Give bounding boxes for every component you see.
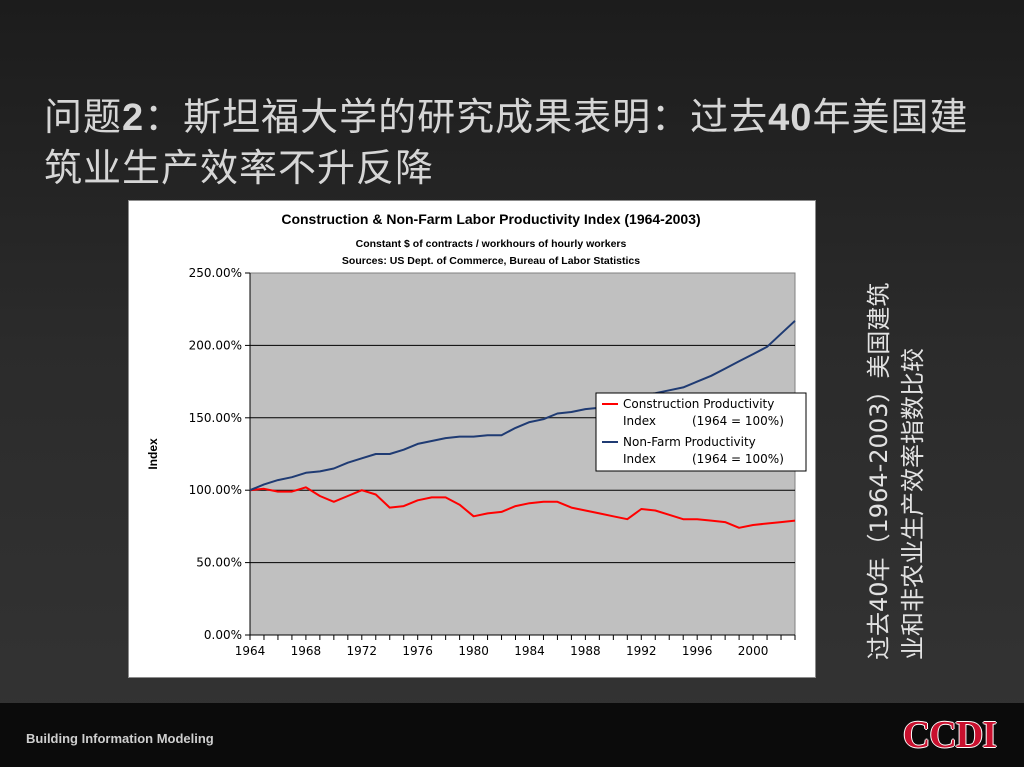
productivity-chart: Construction & Non-Farm Labor Productivi… xyxy=(146,211,807,658)
x-tick-label: 1980 xyxy=(458,644,489,658)
x-tick-label: 1964 xyxy=(235,644,266,658)
x-tick-label: 1984 xyxy=(514,644,545,658)
x-tick-label: 1992 xyxy=(626,644,657,658)
y-tick-label: 150.00% xyxy=(189,411,242,425)
legend-label: Construction Productivity xyxy=(623,397,774,411)
chart-subtitle: Constant $ of contracts / workhours of h… xyxy=(356,238,627,250)
legend-label: Non-Farm Productivity xyxy=(623,435,756,449)
title-rest: 年美国建筑业生产效率不升反降 xyxy=(44,95,969,190)
y-tick-label: 200.00% xyxy=(189,338,242,352)
title-prefix: 问题 xyxy=(44,95,123,139)
chart-title: Construction & Non-Farm Labor Productivi… xyxy=(281,211,700,227)
x-tick-label: 1976 xyxy=(402,644,433,658)
y-tick-label: 250.00% xyxy=(189,266,242,280)
legend-box xyxy=(595,392,807,472)
x-tick-label: 2000 xyxy=(738,644,769,658)
side-caption: 过去40年（1964-2003）美国建筑 业和非农业生产效率指数比较 xyxy=(862,220,942,660)
chart-sources: Sources: US Dept. of Commerce, Bureau of… xyxy=(342,255,640,267)
y-tick-label: 100.00% xyxy=(189,483,242,497)
slide-title: 问题2：斯坦福大学的研究成果表明：过去40年美国建筑业生产效率不升反降 xyxy=(44,92,1004,193)
y-tick-label: 50.00% xyxy=(196,556,242,570)
side-caption-line1: 过去40年（1964-2003）美国建筑 xyxy=(865,282,893,660)
title-years: 40 xyxy=(768,97,813,139)
y-tick-label: 0.00% xyxy=(204,628,242,642)
chart-frame: Construction & Non-Farm Labor Productivi… xyxy=(128,200,816,678)
legend-label: (1964 = 100%) xyxy=(692,414,784,428)
x-tick-label: 1988 xyxy=(570,644,601,658)
legend-label: Index xyxy=(623,452,656,466)
side-caption-line2: 业和非农业生产效率指数比较 xyxy=(899,348,927,660)
x-tick-label: 1996 xyxy=(682,644,713,658)
x-tick-label: 1968 xyxy=(291,644,322,658)
construction-series-line xyxy=(249,486,796,529)
title-number: 2 xyxy=(122,97,145,139)
legend-label: (1964 = 100%) xyxy=(692,452,784,466)
legend-label: Index xyxy=(623,414,656,428)
title-mid: ：斯坦福大学的研究成果表明：过去 xyxy=(144,95,769,139)
ccdi-logo: CCDI xyxy=(902,714,997,756)
nonfarm-series-line xyxy=(249,320,796,492)
footer-band: Building Information Modeling CCDI xyxy=(0,703,1024,767)
footer-text: Building Information Modeling xyxy=(26,731,214,746)
x-tick-label: 1972 xyxy=(347,644,378,658)
y-axis-label: Index xyxy=(146,438,160,470)
